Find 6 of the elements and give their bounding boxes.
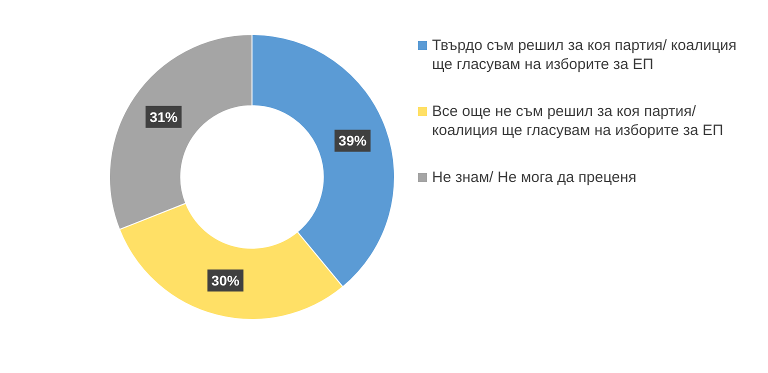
legend-label: Все още не съм решил за коя партия/ коалиция ще гласувам на изборите за ЕП — [432, 102, 724, 140]
legend-label: Твърдо съм решил за коя партия/ коалиция ще гласувам на изборите за ЕП — [432, 36, 738, 74]
data-label: 31% — [150, 108, 178, 125]
data-label: 39% — [338, 132, 368, 149]
legend-label: Не знам/ Не мога да преценя — [432, 168, 636, 187]
data-label: 30% — [211, 272, 240, 288]
